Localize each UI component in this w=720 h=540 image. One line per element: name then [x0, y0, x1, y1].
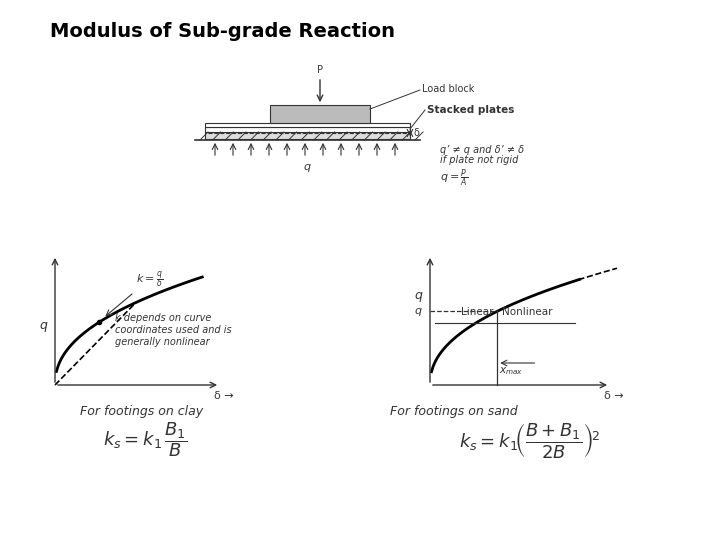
Bar	[205, 127, 410, 132]
Text: q: q	[415, 306, 422, 316]
Text: For footings on clay: For footings on clay	[80, 405, 203, 418]
Text: Modulus of Sub-grade Reaction: Modulus of Sub-grade Reaction	[50, 22, 395, 41]
Text: $k_s = k_1\!\left(\dfrac{B + B_1}{2B}\right)^{\!2}$: $k_s = k_1\!\left(\dfrac{B + B_1}{2B}\ri…	[459, 421, 600, 460]
Text: if plate not rigid: if plate not rigid	[440, 155, 518, 165]
Text: q’ ≠ q and δ’ ≠ δ: q’ ≠ q and δ’ ≠ δ	[440, 145, 524, 155]
Text: Linear: Linear	[461, 307, 494, 316]
Text: $k = \frac{q}{\delta}$: $k = \frac{q}{\delta}$	[136, 270, 163, 290]
Bar	[205, 132, 410, 139]
Text: For footings on sand: For footings on sand	[390, 405, 518, 418]
Text: q: q	[303, 162, 310, 172]
Text: Nonlinear: Nonlinear	[502, 307, 552, 316]
Text: k depends on curve
coordinates used and is
generally nonlinear: k depends on curve coordinates used and …	[115, 313, 232, 347]
Bar	[205, 123, 410, 127]
Text: q: q	[39, 319, 47, 332]
Text: δ →: δ →	[604, 391, 624, 401]
Text: δ →: δ →	[214, 391, 234, 401]
Bar	[270, 105, 370, 123]
Text: P: P	[317, 65, 323, 75]
Text: $x_{max}$: $x_{max}$	[500, 365, 523, 377]
Text: $k_s = k_1\,\dfrac{B_1}{B}$: $k_s = k_1\,\dfrac{B_1}{B}$	[103, 421, 187, 460]
Text: $q = \frac{P}{A}$: $q = \frac{P}{A}$	[440, 168, 468, 190]
Text: q: q	[414, 288, 422, 301]
Text: Stacked plates: Stacked plates	[427, 105, 514, 115]
Text: δ: δ	[413, 128, 419, 138]
Text: Load block: Load block	[422, 84, 474, 94]
